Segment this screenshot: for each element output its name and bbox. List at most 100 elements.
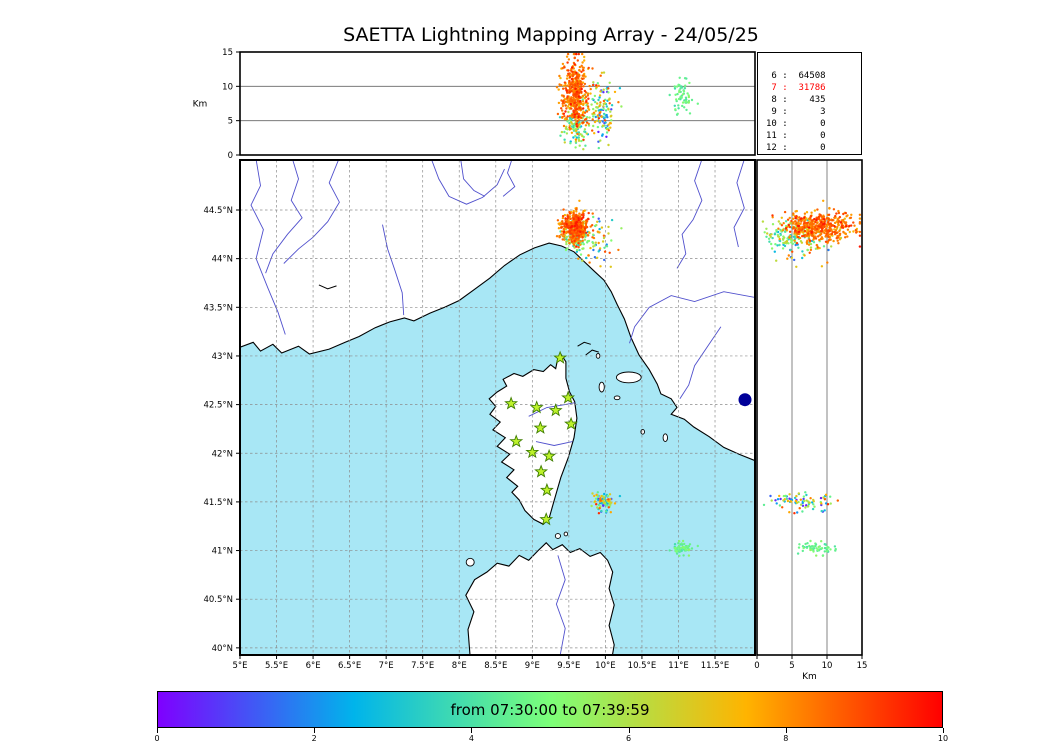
lightning-point <box>855 231 858 234</box>
lightning-point <box>602 91 605 94</box>
lightning-point <box>812 545 816 548</box>
lightning-point <box>607 498 610 501</box>
lightning-point <box>827 239 831 242</box>
lightning-point <box>850 224 853 227</box>
lightning-point <box>678 540 681 543</box>
colorbar-tick <box>157 728 158 733</box>
lightning-point <box>802 234 805 237</box>
lightning-point <box>787 223 790 227</box>
lightning-point <box>577 225 581 229</box>
lightning-point <box>778 494 781 498</box>
lightning-point <box>595 84 598 87</box>
map-grid <box>240 160 755 655</box>
lightning-point <box>690 547 694 550</box>
tick-label: Km <box>193 100 208 110</box>
lightning-point <box>563 225 566 228</box>
station-count-row: 8 : 435 <box>766 95 826 105</box>
lightning-point <box>825 232 828 236</box>
lightning-point <box>568 80 571 83</box>
lightning-point <box>814 542 817 545</box>
lightning-point <box>797 224 800 228</box>
lightning-point <box>828 233 832 236</box>
station-count-row: 12 : 0 <box>766 143 826 153</box>
lightning-point <box>573 63 576 66</box>
lightning-point <box>795 494 798 498</box>
lightning-point <box>679 87 682 90</box>
lightning-point <box>674 93 677 97</box>
lightning-point <box>836 499 839 502</box>
lightning-point <box>561 102 564 105</box>
lightning-point <box>825 217 829 220</box>
lightning-point <box>586 102 589 105</box>
colorbar-tick <box>471 728 473 733</box>
lightning-point <box>575 245 578 248</box>
lightning-point <box>836 218 839 221</box>
lightning-point <box>575 52 578 56</box>
lightning-point <box>582 209 585 213</box>
lightning-point <box>843 217 846 220</box>
lightning-point <box>609 498 612 501</box>
lightning-point <box>570 131 574 134</box>
lightning-point <box>682 90 686 93</box>
lightning-point <box>825 223 828 226</box>
lightning-point <box>581 111 585 115</box>
lightning-point <box>585 231 588 234</box>
lightning-point <box>602 499 605 502</box>
lightning-point <box>811 507 815 511</box>
lightning-point <box>618 87 622 90</box>
altitude-longitude-panel <box>240 52 755 155</box>
lightning-point <box>572 127 575 131</box>
lightning-point <box>808 251 811 254</box>
lightning-point <box>567 110 570 114</box>
lightning-point <box>562 230 566 234</box>
lightning-point <box>568 230 571 233</box>
lightning-point <box>803 254 806 257</box>
lightning-point <box>788 216 791 220</box>
lightning-point <box>841 226 845 229</box>
lightning-point <box>797 221 800 224</box>
lightning-point <box>815 218 818 222</box>
lightning-point <box>580 70 583 74</box>
lightning-point <box>570 125 574 128</box>
lightning-point <box>558 74 561 78</box>
station-star <box>504 396 519 410</box>
lightning-point <box>581 61 584 64</box>
lightning-point <box>819 237 823 241</box>
lightning-point <box>560 130 564 134</box>
lightning-point <box>565 240 568 244</box>
lightning-point <box>832 239 835 243</box>
lightning-point <box>587 239 591 243</box>
lightning-point <box>597 217 600 220</box>
lightning-point <box>569 87 572 90</box>
island <box>613 395 621 401</box>
island <box>662 433 668 443</box>
lightning-point <box>592 111 596 115</box>
tick-label: 9°E <box>525 661 540 671</box>
lightning-point <box>802 495 806 498</box>
lightning-point <box>610 239 613 242</box>
lightning-point <box>683 99 686 102</box>
lightning-point <box>582 107 585 110</box>
lightning-point <box>620 227 623 230</box>
lightning-point <box>579 222 582 226</box>
lightning-point <box>570 100 573 103</box>
lightning-point <box>791 222 795 225</box>
lightning-point <box>591 97 594 101</box>
lightning-point <box>836 225 839 229</box>
lightning-point <box>833 230 836 234</box>
tick-label: Km <box>802 672 817 682</box>
lightning-point <box>608 493 612 496</box>
lightning-points-right <box>761 199 862 557</box>
lightning-point <box>823 231 826 235</box>
lightning-point <box>575 210 578 213</box>
lightning-point <box>801 504 805 507</box>
lightning-point <box>799 222 802 225</box>
lightning-point <box>593 500 597 503</box>
lightning-point <box>673 87 677 90</box>
lightning-point <box>592 124 595 128</box>
station-count-row: 6 : 64508 <box>766 71 826 81</box>
lightning-point <box>585 100 588 103</box>
river <box>265 160 303 274</box>
lightning-point <box>678 549 681 552</box>
